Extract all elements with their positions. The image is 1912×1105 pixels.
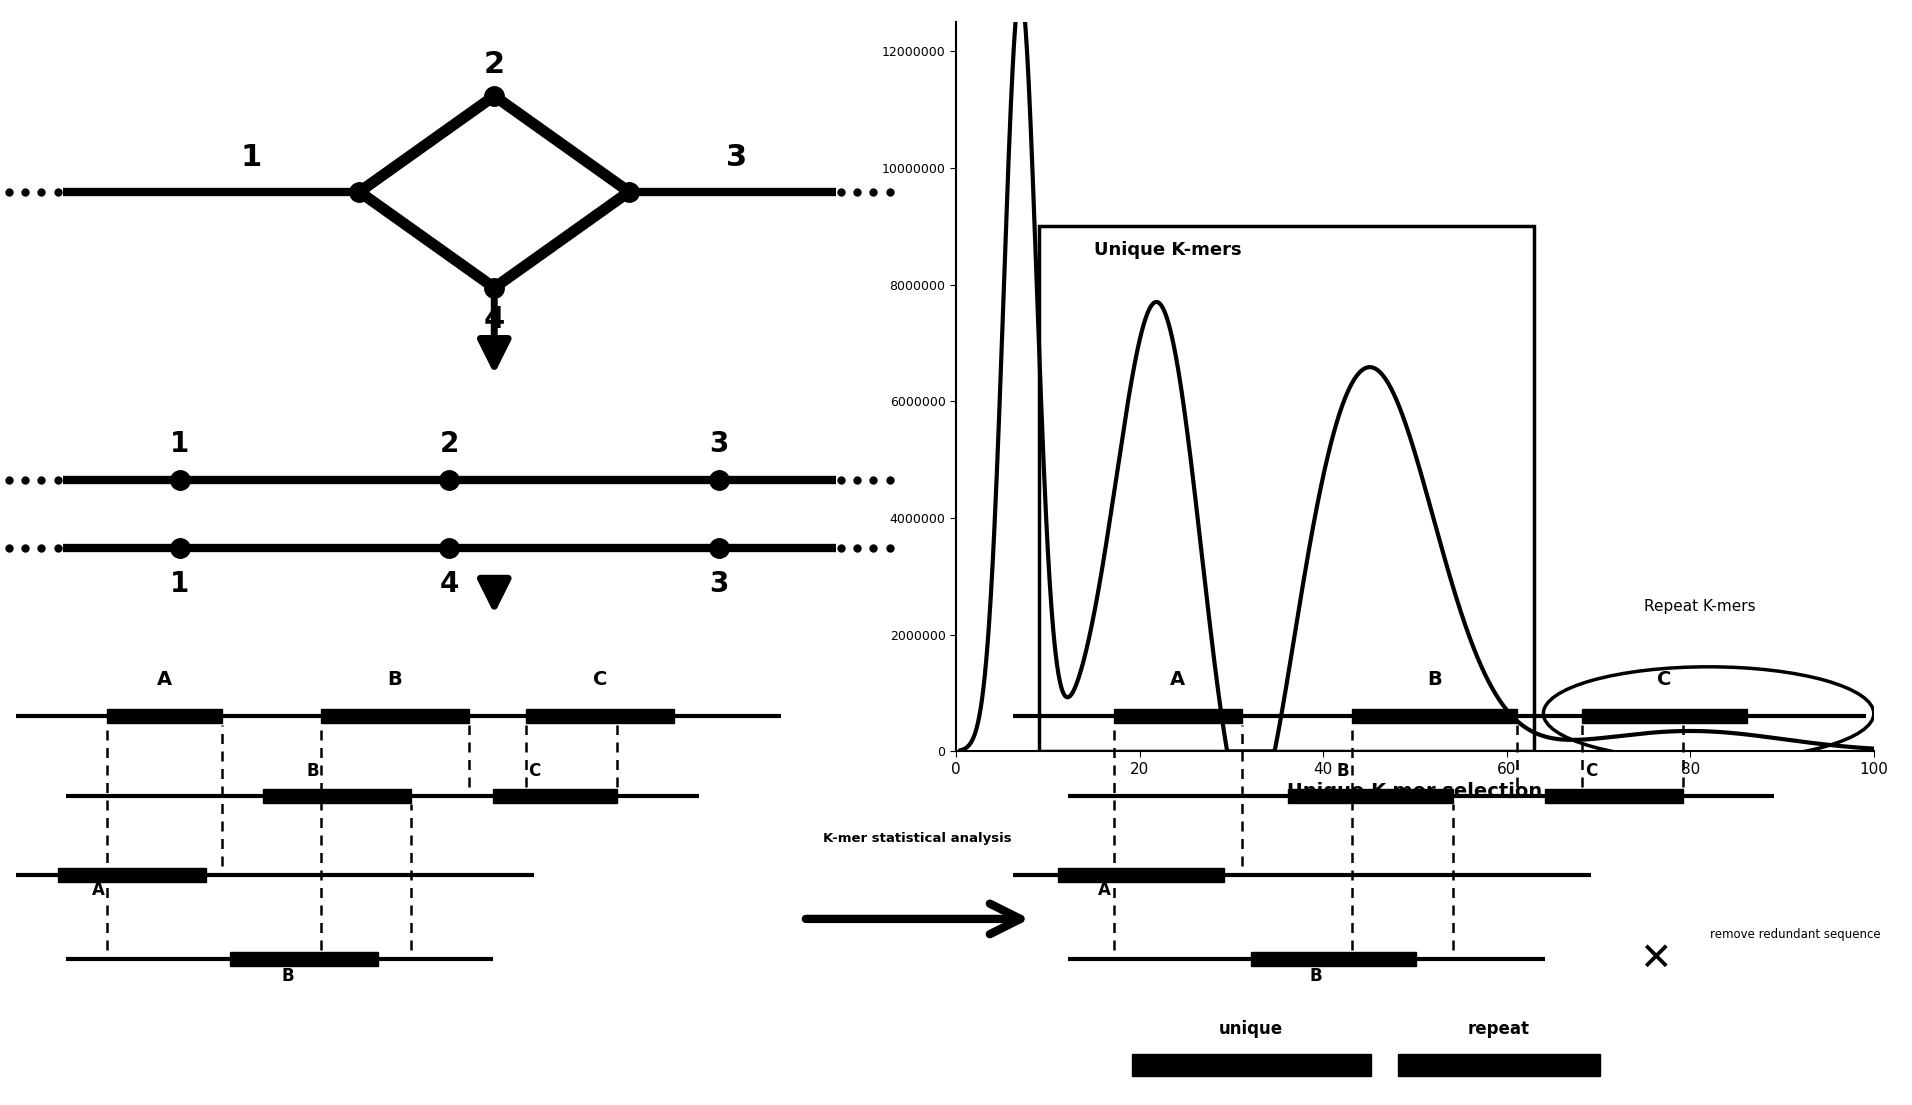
Bar: [107, 709, 222, 723]
Text: A: A: [157, 670, 172, 690]
Text: 3: 3: [709, 430, 728, 457]
Bar: [526, 709, 675, 723]
Text: A: A: [1170, 670, 1185, 690]
Bar: [1132, 1054, 1371, 1076]
Text: B: B: [306, 761, 319, 780]
Bar: [1289, 789, 1453, 802]
Text: 3: 3: [727, 143, 748, 172]
Text: A: A: [1097, 881, 1111, 899]
Text: remove redundant sequence: remove redundant sequence: [1709, 928, 1881, 941]
Bar: [1113, 709, 1243, 723]
Text: 4: 4: [484, 305, 505, 334]
Text: C: C: [1585, 761, 1597, 780]
Text: 1: 1: [170, 430, 189, 457]
Text: B: B: [281, 967, 294, 986]
Text: 1: 1: [241, 143, 262, 172]
Text: A: A: [92, 881, 105, 899]
Bar: [1545, 789, 1683, 802]
Text: B: B: [1336, 761, 1350, 780]
Text: B: B: [388, 670, 402, 690]
Bar: [1398, 1054, 1600, 1076]
Bar: [1352, 709, 1518, 723]
Text: K-mer statistical analysis: K-mer statistical analysis: [824, 832, 1011, 845]
Bar: [1059, 869, 1224, 882]
Text: B: B: [1428, 670, 1442, 690]
Bar: [1038, 227, 1533, 751]
Bar: [321, 709, 468, 723]
Text: repeat: repeat: [1468, 1020, 1530, 1039]
Text: C: C: [528, 761, 541, 780]
Bar: [57, 869, 206, 882]
Text: C: C: [1658, 670, 1671, 690]
Text: C: C: [593, 670, 608, 690]
Bar: [1581, 709, 1748, 723]
Text: B: B: [1310, 967, 1321, 986]
Text: 3: 3: [709, 570, 728, 598]
X-axis label: Unique K-mer selection: Unique K-mer selection: [1287, 782, 1543, 801]
Text: Repeat K-mers: Repeat K-mers: [1644, 599, 1755, 614]
Text: 4: 4: [440, 570, 459, 598]
Text: Unique K-mers: Unique K-mers: [1094, 242, 1241, 260]
Text: 2: 2: [440, 430, 459, 457]
Bar: [1250, 953, 1417, 966]
Text: unique: unique: [1220, 1020, 1283, 1039]
Bar: [229, 953, 379, 966]
Text: ✕: ✕: [1639, 940, 1671, 978]
Text: 2: 2: [484, 50, 505, 78]
Bar: [264, 789, 411, 802]
Bar: [493, 789, 616, 802]
Text: 1: 1: [170, 570, 189, 598]
